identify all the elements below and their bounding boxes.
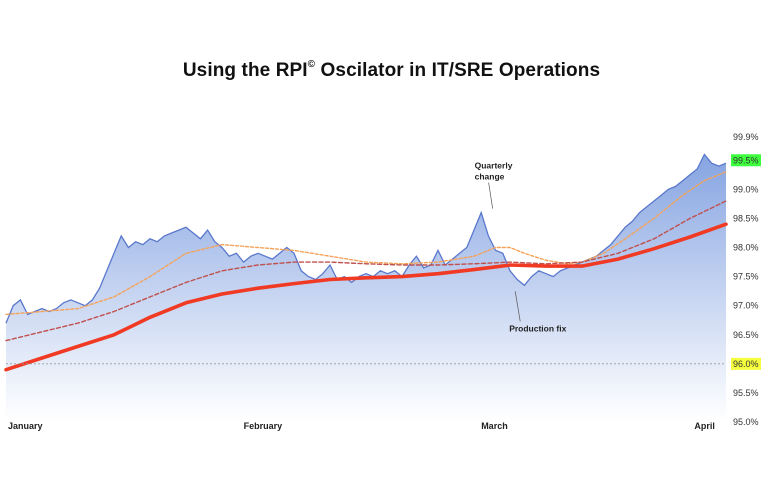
series-line-dotted-orange (5, 171, 727, 316)
annotation-leader (488, 182, 493, 209)
annotation-text: Quarterly (475, 161, 513, 171)
y-tick-label: 99.9% (733, 132, 759, 142)
x-tick-label: March (481, 421, 508, 431)
y-tick-label: 95.0% (733, 417, 759, 427)
x-tick-label: January (8, 421, 43, 431)
y-tick-label: 98.5% (733, 213, 759, 223)
area-fill (6, 154, 726, 422)
y-tick-label: 99.5% (733, 155, 759, 165)
y-tick-label: 97.0% (733, 301, 759, 311)
y-tick-label: 95.5% (733, 388, 759, 398)
y-tick-label: 96.0% (733, 359, 759, 369)
annotation-text: Production fix (509, 323, 566, 333)
x-tick-label: February (244, 421, 283, 431)
y-tick-label: 99.0% (733, 184, 759, 194)
area-series-line (5, 153, 727, 324)
y-tick-label: 97.5% (733, 272, 759, 282)
annotation-text: change (475, 172, 505, 182)
copyright-mark: © (307, 59, 316, 70)
series-line-dashed-red (5, 200, 727, 342)
y-tick-highlight (731, 357, 761, 370)
y-tick-label: 96.5% (733, 330, 759, 340)
x-tick-label: April (694, 421, 715, 431)
series-line-solid-red (4, 222, 728, 372)
y-tick-label: 98.0% (733, 243, 759, 253)
y-tick-highlight (731, 154, 761, 167)
annotation-leader (514, 291, 521, 322)
chart-title-text: Using the RPI (182, 60, 308, 81)
chart-title: Using the RPI© Oscilator in IT/SRE Opera… (0, 59, 783, 82)
chart-title-rest: Oscilator in IT/SRE Operations (315, 60, 601, 81)
